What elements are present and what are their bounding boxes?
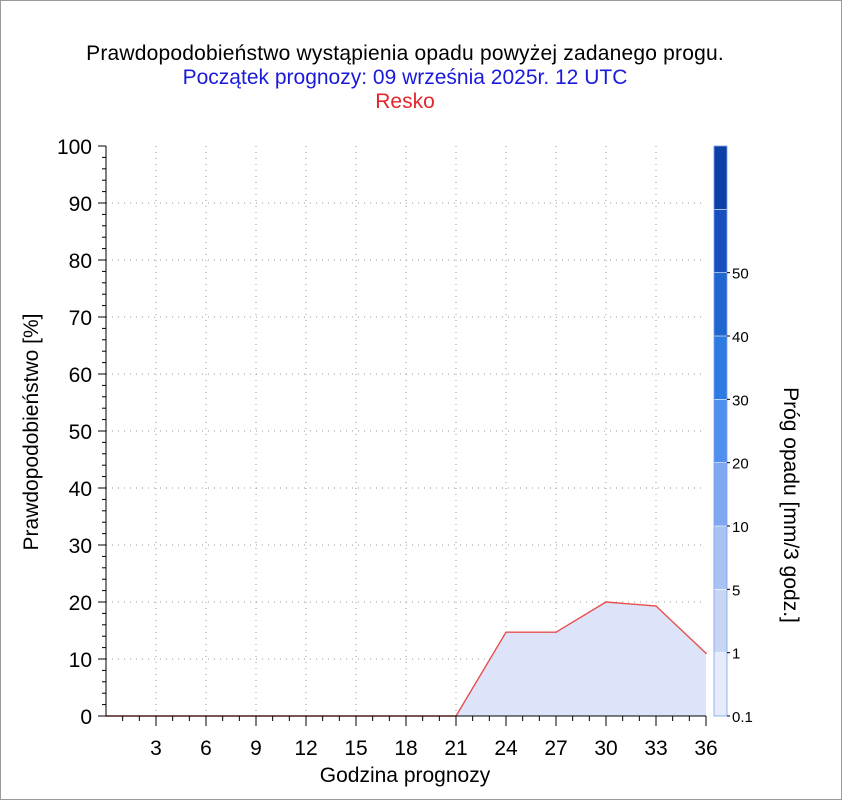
colorbar-segment — [714, 272, 727, 336]
colorbar-segment — [714, 336, 727, 400]
colorbar-segment — [714, 209, 727, 273]
x-tick-label: 27 — [544, 737, 567, 760]
x-tick-label: 3 — [150, 737, 162, 760]
x-axis-label: Godzina prognozy — [320, 764, 491, 787]
x-tick-label: 9 — [250, 737, 262, 760]
data-point — [555, 631, 557, 634]
y-axis-label: Prawdopodobieństwo [%] — [20, 314, 43, 551]
x-tick-label: 30 — [594, 737, 617, 760]
colorbar-tick-label: 10 — [732, 519, 749, 536]
y-tick-label: 0 — [80, 706, 92, 729]
colorbar-segment — [714, 526, 727, 590]
colorbar-segment — [714, 462, 727, 526]
colorbar-tick-label: 30 — [732, 392, 749, 409]
x-tick-label: 36 — [694, 737, 717, 760]
data-point — [705, 652, 707, 655]
y-tick-label: 90 — [69, 193, 92, 216]
x-tick-label: 24 — [494, 737, 518, 760]
y-tick-label: 100 — [57, 136, 92, 159]
data-point — [655, 605, 657, 607]
colorbar-tick-label: 5 — [732, 582, 740, 599]
y-tick-label: 60 — [69, 364, 92, 387]
colorbar-tick-label: 20 — [732, 456, 749, 473]
x-tick-label: 33 — [644, 737, 667, 760]
y-tick-label: 70 — [69, 307, 92, 330]
forecast-start-subtitle: Początek prognozy: 09 września 2025r. 12… — [182, 66, 628, 89]
colorbar-label: Próg opadu [mm/3 godz.] — [779, 387, 802, 623]
data-point — [505, 631, 507, 634]
colorbar-tick-label: 1 — [732, 646, 740, 663]
colorbar-segment — [714, 399, 727, 463]
colorbar-segment — [714, 589, 727, 653]
colorbar-tick-label: 40 — [732, 329, 749, 346]
y-tick-label: 30 — [69, 535, 92, 558]
colorbar-tick-label: 0.1 — [732, 709, 753, 726]
probability-area-fill — [106, 602, 706, 716]
x-tick-label: 12 — [294, 737, 317, 760]
colorbar-tick-label: 50 — [732, 266, 749, 283]
y-tick-label: 80 — [69, 250, 92, 273]
x-tick-label: 18 — [394, 737, 417, 760]
colorbar: 0.1 1 5 10 20 30 40 50 — [713, 145, 753, 726]
chart-title: Prawdopodobieństwo wystąpienia opadu pow… — [86, 42, 724, 65]
x-tick-label: 15 — [344, 737, 367, 760]
y-tick-label: 20 — [69, 592, 92, 615]
y-tick-label: 10 — [69, 649, 92, 672]
data-point — [605, 601, 607, 603]
colorbar-segment — [714, 652, 727, 716]
x-tick-label: 21 — [444, 737, 467, 760]
x-tick-label: 6 — [200, 737, 212, 760]
y-tick-label: 50 — [69, 421, 92, 444]
colorbar-segment — [714, 146, 727, 210]
colorbar-border — [713, 145, 728, 717]
location-name: Resko — [375, 90, 435, 113]
y-tick-label: 40 — [69, 478, 92, 501]
